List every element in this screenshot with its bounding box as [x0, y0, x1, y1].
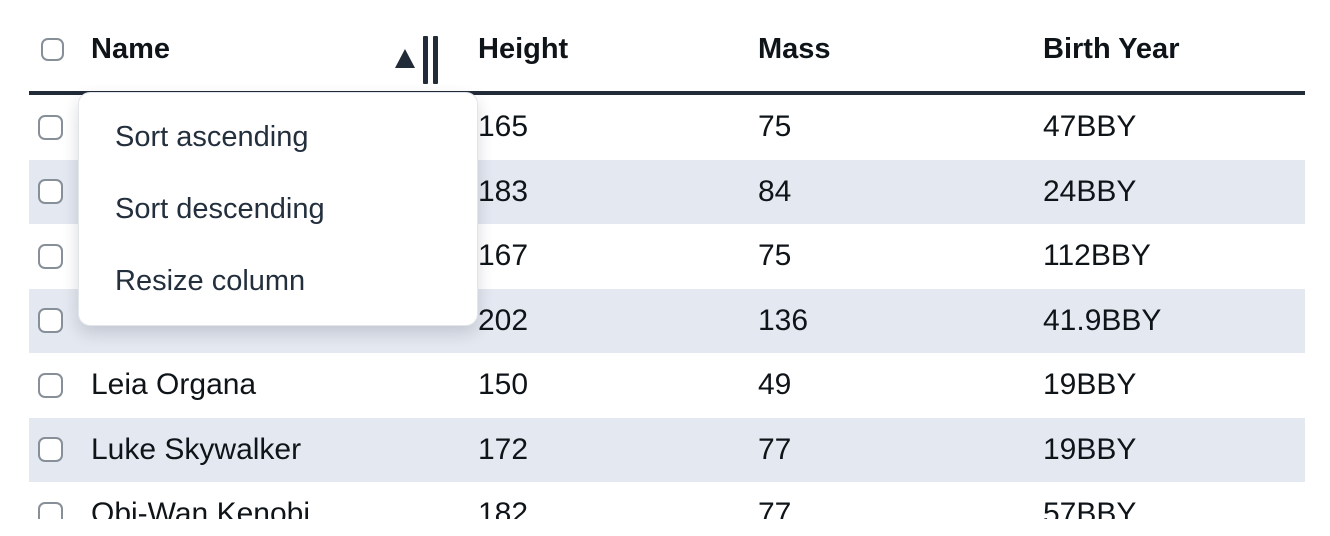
row-checkbox[interactable] — [38, 308, 63, 334]
row-mass-cell: 75 — [758, 110, 792, 144]
row-select-cell — [29, 243, 91, 269]
menu-item-sort-descending[interactable]: Sort descending — [115, 192, 325, 225]
row-birth-year-cell: 41.9BBY — [1043, 303, 1162, 337]
row-select-cell — [29, 372, 91, 398]
row-name-cell: Luke Skywalker — [91, 432, 302, 466]
sort-ascending-icon — [395, 49, 415, 68]
column-header-height-label: Height — [478, 33, 569, 65]
row-checkbox[interactable] — [38, 243, 63, 269]
table-row: Leia Organa 150 49 19BBY — [29, 353, 1305, 418]
row-mass-cell: 84 — [758, 174, 792, 208]
row-checkbox[interactable] — [38, 437, 63, 463]
column-header-birth-year[interactable]: Birth Year — [1043, 8, 1305, 91]
column-header-birth-year-label: Birth Year — [1043, 33, 1180, 65]
row-height-cell: 182 — [478, 497, 529, 519]
row-mass-cell: 136 — [758, 303, 809, 337]
table-row: Obi-Wan Kenobi 182 77 57BBY — [29, 482, 1305, 519]
row-select-cell — [29, 501, 91, 519]
header-select-cell — [29, 38, 91, 61]
row-select-cell — [29, 308, 91, 334]
row-checkbox[interactable] — [38, 501, 63, 519]
row-birth-year-cell: 19BBY — [1043, 368, 1137, 402]
table-row: Luke Skywalker 172 77 19BBY — [29, 417, 1305, 482]
row-birth-year-cell: 47BBY — [1043, 110, 1137, 144]
row-height-cell: 172 — [478, 432, 529, 466]
menu-item-sort-ascending[interactable]: Sort ascending — [115, 120, 309, 153]
row-mass-cell: 49 — [758, 368, 792, 402]
column-header-menu: Sort ascending Sort descending Resize co… — [78, 92, 478, 326]
row-name-cell: Obi-Wan Kenobi — [91, 497, 310, 519]
column-header-mass-label: Mass — [758, 33, 831, 65]
row-select-cell — [29, 179, 91, 205]
row-mass-cell: 77 — [758, 432, 792, 466]
row-height-cell: 165 — [478, 110, 529, 144]
column-header-name-label: Name — [91, 33, 170, 65]
row-mass-cell: 77 — [758, 497, 792, 519]
column-header-name[interactable]: Name — [91, 8, 478, 91]
row-birth-year-cell: 57BBY — [1043, 497, 1137, 519]
table-header-row: Name Height Mass Birth Year — [29, 0, 1305, 95]
row-height-cell: 202 — [478, 303, 529, 337]
menu-item-resize-column[interactable]: Resize column — [115, 264, 306, 297]
row-mass-cell: 75 — [758, 239, 792, 273]
select-all-checkbox[interactable] — [41, 38, 64, 61]
row-birth-year-cell: 24BBY — [1043, 174, 1137, 208]
row-height-cell: 150 — [478, 368, 529, 402]
row-checkbox[interactable] — [38, 372, 63, 398]
row-height-cell: 167 — [478, 239, 529, 273]
column-header-height[interactable]: Height — [478, 8, 758, 91]
row-name-cell: Leia Organa — [91, 368, 257, 402]
row-height-cell: 183 — [478, 174, 529, 208]
row-select-cell — [29, 114, 91, 140]
column-resize-handle[interactable] — [423, 36, 438, 84]
row-checkbox[interactable] — [38, 179, 63, 205]
row-birth-year-cell: 19BBY — [1043, 432, 1137, 466]
row-birth-year-cell: 112BBY — [1043, 239, 1151, 273]
row-checkbox[interactable] — [38, 114, 63, 140]
column-header-mass[interactable]: Mass — [758, 8, 1043, 91]
row-select-cell — [29, 437, 91, 463]
